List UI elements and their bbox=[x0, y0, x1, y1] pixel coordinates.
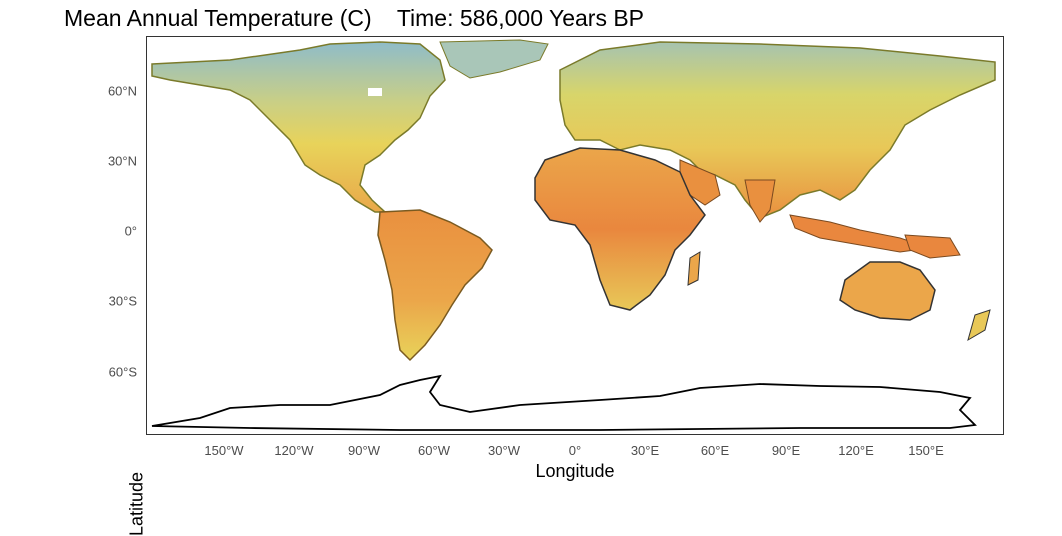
x-tick-label: 150°W bbox=[204, 443, 244, 458]
x-tick-label: 120°E bbox=[838, 443, 874, 458]
landmass-new-zealand bbox=[967, 309, 991, 342]
map-title: Mean Annual Temperature (C) Time: 586,00… bbox=[64, 5, 645, 31]
x-tick-label: 90°E bbox=[771, 443, 801, 458]
x-tick-label: 60°W bbox=[418, 443, 450, 458]
x-tick-label: 30°E bbox=[630, 443, 660, 458]
y-tick-label: 30°S bbox=[108, 293, 137, 309]
x-tick-label: 90°W bbox=[348, 443, 380, 458]
x-axis-title: Longitude bbox=[535, 461, 615, 481]
landmass-greenland bbox=[439, 39, 549, 79]
landmass-madagascar bbox=[687, 251, 701, 286]
landmass-new-guinea bbox=[904, 234, 961, 259]
landmass-south-america bbox=[377, 209, 493, 362]
x-tick-label: 0° bbox=[568, 443, 582, 458]
world-map bbox=[151, 39, 996, 431]
x-tick-label: 30°W bbox=[488, 443, 520, 458]
y-tick-label: 30°N bbox=[107, 153, 137, 169]
x-tick-label: 150°E bbox=[908, 443, 944, 458]
x-tick-label: 60°E bbox=[700, 443, 730, 458]
y-tick-label: 0° bbox=[124, 223, 137, 239]
landmass-north-america bbox=[151, 41, 446, 213]
landmass-india bbox=[744, 179, 776, 223]
x-tick-label: 120°W bbox=[274, 443, 314, 458]
y-tick-label: 60°N bbox=[107, 83, 137, 99]
landmass-australia bbox=[839, 261, 936, 321]
landmass-africa bbox=[534, 147, 706, 311]
y-tick-label: 60°S bbox=[108, 364, 137, 380]
landmass-eurasia bbox=[559, 41, 996, 219]
y-axis-title: Latitude bbox=[126, 471, 147, 536]
snow-patch bbox=[368, 88, 382, 96]
antarctica-outline bbox=[151, 374, 977, 431]
